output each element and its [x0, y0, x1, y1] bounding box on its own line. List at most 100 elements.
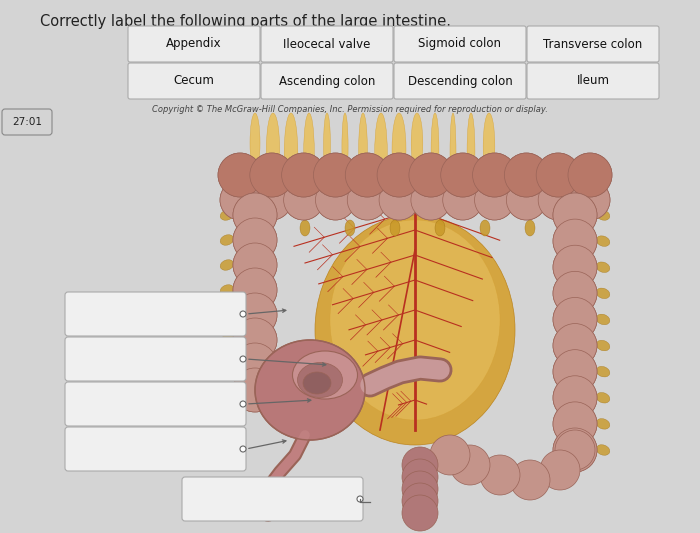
- Text: Transverse colon: Transverse colon: [543, 37, 643, 51]
- Circle shape: [233, 243, 277, 287]
- Circle shape: [345, 153, 389, 197]
- Text: Ileocecal valve: Ileocecal valve: [284, 37, 371, 51]
- FancyBboxPatch shape: [128, 26, 260, 62]
- Circle shape: [281, 153, 326, 197]
- Ellipse shape: [467, 113, 475, 190]
- Text: Appendix: Appendix: [166, 37, 222, 51]
- Circle shape: [233, 368, 277, 412]
- Circle shape: [316, 180, 356, 220]
- Ellipse shape: [392, 113, 406, 185]
- Text: Ileum: Ileum: [577, 75, 610, 87]
- Circle shape: [538, 180, 578, 220]
- Circle shape: [411, 180, 451, 220]
- Ellipse shape: [411, 113, 423, 173]
- Circle shape: [473, 153, 517, 197]
- Circle shape: [430, 435, 470, 475]
- Circle shape: [540, 450, 580, 490]
- Circle shape: [480, 455, 520, 495]
- Circle shape: [505, 153, 548, 197]
- Ellipse shape: [483, 113, 495, 180]
- Circle shape: [475, 180, 514, 220]
- Circle shape: [316, 180, 356, 220]
- Ellipse shape: [596, 392, 610, 403]
- Circle shape: [233, 368, 277, 412]
- Circle shape: [233, 218, 277, 262]
- Circle shape: [411, 180, 451, 220]
- Text: Sigmoid colon: Sigmoid colon: [419, 37, 501, 51]
- Ellipse shape: [298, 362, 342, 398]
- Circle shape: [377, 153, 421, 197]
- Ellipse shape: [250, 113, 260, 173]
- FancyBboxPatch shape: [65, 427, 246, 471]
- FancyBboxPatch shape: [394, 63, 526, 99]
- Circle shape: [233, 343, 277, 387]
- Circle shape: [553, 271, 597, 316]
- Ellipse shape: [300, 220, 310, 236]
- Circle shape: [233, 218, 277, 262]
- Circle shape: [450, 445, 490, 485]
- Circle shape: [442, 180, 483, 220]
- Circle shape: [568, 153, 612, 197]
- Circle shape: [281, 153, 326, 197]
- Text: Ascending colon: Ascending colon: [279, 75, 375, 87]
- Circle shape: [553, 297, 597, 342]
- Bar: [247, 215, 263, 390]
- Ellipse shape: [284, 113, 298, 193]
- Circle shape: [377, 153, 421, 197]
- Circle shape: [233, 293, 277, 337]
- Ellipse shape: [255, 220, 265, 236]
- Circle shape: [233, 318, 277, 362]
- Ellipse shape: [330, 220, 500, 420]
- Text: Descending colon: Descending colon: [407, 75, 512, 87]
- Ellipse shape: [596, 340, 610, 351]
- Circle shape: [553, 350, 597, 394]
- Circle shape: [568, 153, 612, 197]
- Circle shape: [402, 471, 438, 507]
- Circle shape: [240, 311, 246, 317]
- Ellipse shape: [596, 209, 610, 220]
- Ellipse shape: [596, 236, 610, 246]
- Ellipse shape: [220, 360, 234, 370]
- Ellipse shape: [431, 113, 439, 186]
- Ellipse shape: [596, 288, 610, 298]
- FancyBboxPatch shape: [65, 382, 246, 426]
- Circle shape: [233, 268, 277, 312]
- Circle shape: [402, 447, 438, 483]
- Circle shape: [506, 180, 547, 220]
- Ellipse shape: [220, 285, 234, 295]
- FancyBboxPatch shape: [527, 63, 659, 99]
- Circle shape: [510, 460, 550, 500]
- Circle shape: [402, 495, 438, 531]
- Ellipse shape: [390, 220, 400, 236]
- FancyBboxPatch shape: [261, 26, 393, 62]
- Circle shape: [284, 180, 323, 220]
- Circle shape: [553, 402, 597, 446]
- Ellipse shape: [358, 113, 368, 190]
- Circle shape: [402, 459, 438, 495]
- Circle shape: [570, 180, 610, 220]
- Circle shape: [553, 350, 597, 394]
- Circle shape: [347, 180, 387, 220]
- Circle shape: [220, 180, 260, 220]
- Circle shape: [402, 483, 438, 519]
- Circle shape: [409, 153, 453, 197]
- Circle shape: [473, 153, 517, 197]
- Ellipse shape: [596, 418, 610, 429]
- Circle shape: [553, 428, 597, 472]
- FancyBboxPatch shape: [527, 26, 659, 62]
- FancyBboxPatch shape: [182, 477, 363, 521]
- Ellipse shape: [303, 372, 331, 394]
- Circle shape: [250, 153, 294, 197]
- Circle shape: [233, 243, 277, 287]
- Circle shape: [240, 446, 246, 452]
- Circle shape: [233, 268, 277, 312]
- FancyBboxPatch shape: [65, 292, 246, 336]
- Ellipse shape: [220, 385, 234, 395]
- Ellipse shape: [220, 209, 234, 220]
- Circle shape: [553, 245, 597, 289]
- Circle shape: [553, 324, 597, 368]
- Circle shape: [357, 496, 363, 502]
- Ellipse shape: [345, 220, 355, 236]
- Circle shape: [553, 297, 597, 342]
- Circle shape: [314, 153, 358, 197]
